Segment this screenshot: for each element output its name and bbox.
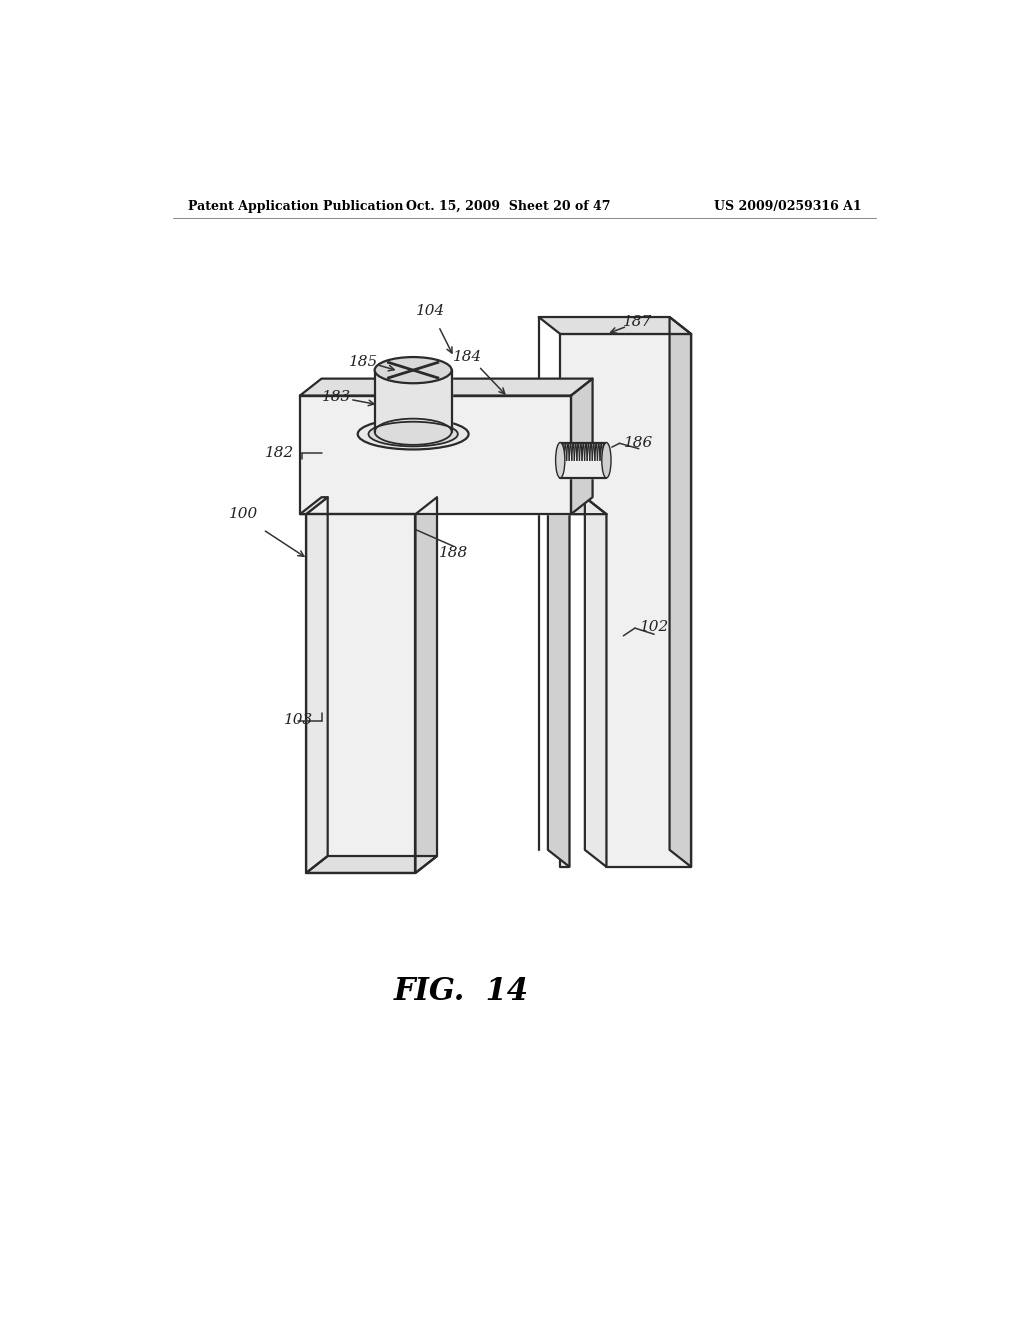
Polygon shape [306,515,416,873]
Polygon shape [585,498,606,867]
Polygon shape [560,442,606,478]
Text: Oct. 15, 2009  Sheet 20 of 47: Oct. 15, 2009 Sheet 20 of 47 [406,199,610,213]
Polygon shape [375,370,452,432]
Ellipse shape [357,418,469,450]
Polygon shape [416,498,437,873]
Polygon shape [560,334,691,867]
Text: 104: 104 [416,304,445,318]
Polygon shape [539,317,691,334]
Text: 183: 183 [323,391,351,404]
Polygon shape [300,379,593,396]
Polygon shape [670,317,691,867]
Polygon shape [571,379,593,515]
Ellipse shape [369,422,458,446]
Text: 100: 100 [229,507,258,521]
Text: FIG.  14: FIG. 14 [394,975,529,1007]
Text: 186: 186 [625,437,653,450]
Ellipse shape [556,442,565,478]
Polygon shape [548,498,569,867]
Text: 103: 103 [284,714,313,727]
Text: Patent Application Publication: Patent Application Publication [188,199,403,213]
Text: 185: 185 [349,355,379,370]
Text: 184: 184 [454,350,482,364]
Text: 102: 102 [640,619,669,634]
Polygon shape [306,498,328,873]
Ellipse shape [602,442,611,478]
Polygon shape [300,498,328,515]
Polygon shape [300,396,571,515]
Text: US 2009/0259316 A1: US 2009/0259316 A1 [715,199,862,213]
Text: 187: 187 [623,314,652,329]
Text: 182: 182 [264,446,294,459]
Polygon shape [548,498,606,515]
Ellipse shape [375,358,452,383]
Text: 188: 188 [439,545,469,560]
Polygon shape [306,857,437,873]
